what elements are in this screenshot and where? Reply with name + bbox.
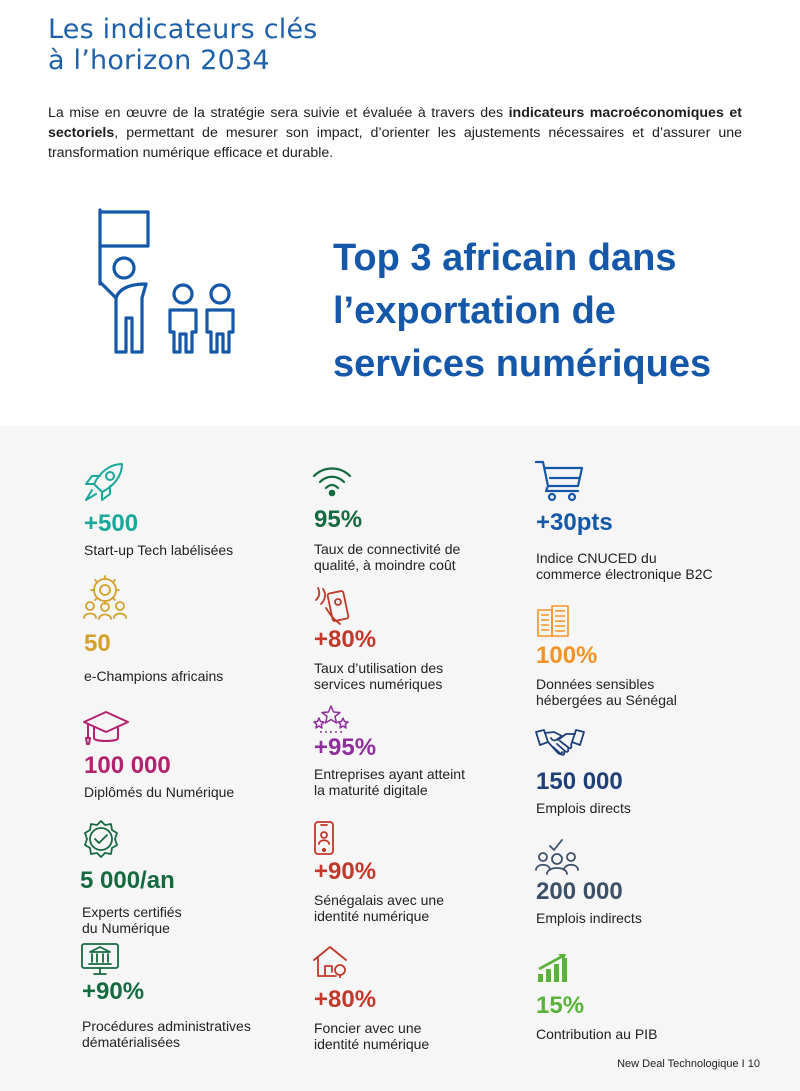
shopping-cart-icon [534, 460, 584, 502]
indicator-label-line: Start-up Tech labélisées [84, 542, 234, 558]
indicator-value: +500 [84, 510, 139, 537]
indicator-label-line: Indice CNUCED du [536, 550, 657, 566]
intro-paragraph: La mise en œuvre de la stratégie sera su… [48, 103, 742, 163]
indicator-label-line: Experts certifiés [82, 904, 182, 920]
indicator-label-line: du Numérique [82, 920, 170, 936]
indicator-sensitive-data: 100% Données sensibles hébergées au Séné… [536, 604, 677, 708]
intro-text-bold: indicateurs macroéconomiques et sectorie… [48, 105, 742, 141]
indicator-certified-experts: 5 000/an Experts certifiés du Numérique [80, 818, 182, 936]
indicator-label-line: e-Champions africains [84, 668, 224, 684]
indicator-digital-services-usage: +80% Taux d’utilisation des services num… [312, 586, 443, 692]
indicator-value: 150 000 [536, 768, 623, 795]
indicator-digital-identity: +90% Sénégalais avec une identité numéri… [312, 820, 444, 924]
indicator-label-line: Contribution au PIB [536, 1026, 658, 1042]
hero-line2: l’exportation de [333, 290, 616, 332]
mobile-id-icon [314, 821, 334, 855]
indicator-label-line: services numériques [314, 676, 443, 692]
people-with-flag-icon [98, 208, 235, 354]
indicator-label-line: Diplômés du Numérique [84, 784, 235, 800]
indicator-land-identity: +80% Foncier avec une identité numérique [312, 944, 429, 1052]
page-title-line2: à l’horizon 2034 [48, 45, 270, 76]
indicator-indirect-jobs: 200 000 Emplois indirects [534, 836, 642, 926]
indicator-label-line: Foncier avec une [314, 1020, 422, 1036]
indicator-label: Start-up Tech labélisées [84, 542, 233, 558]
indicator-label: Foncier avec une identité numérique [314, 1020, 429, 1052]
indicator-label: Experts certifiés du Numérique [82, 904, 182, 936]
e-champions-icon [83, 575, 127, 620]
indicator-label-line: Taux de connectivité de [314, 541, 461, 557]
indicator-label: e-Champions africains [84, 668, 223, 684]
certified-badge-icon [84, 820, 118, 858]
indicator-value: +95% [314, 734, 377, 761]
indicator-label-line: Emplois directs [536, 800, 631, 816]
indicator-connectivity: 95% Taux de connectivité de qualité, à m… [312, 464, 460, 573]
wifi-icon [312, 467, 352, 497]
indicator-label: Emplois directs [536, 800, 631, 816]
indicator-label-line: dématérialisées [82, 1034, 181, 1050]
indicator-graduates: 100 000 Diplômés du Numérique [82, 708, 234, 800]
page-footer: New Deal Technologique I 10 [617, 1058, 760, 1070]
indicator-label: Emplois indirects [536, 910, 642, 926]
indicator-value: 100 000 [84, 752, 171, 779]
graduation-cap-icon [83, 711, 129, 745]
rocket-icon [85, 463, 123, 501]
indicator-value: 95% [314, 506, 363, 533]
indicator-label-line: commerce électronique B2C [536, 566, 713, 582]
indicator-label-line: Emplois indirects [536, 910, 642, 926]
indicator-label-line: identité numérique [314, 908, 430, 924]
indicator-label: Indice CNUCED du commerce électronique B… [536, 550, 713, 582]
intro-text-start: La mise en œuvre de la stratégie sera su… [48, 105, 509, 121]
indicator-label: Procédures administratives dématérialisé… [82, 1018, 251, 1050]
indicator-cnuced-index: +30pts Indice CNUCED du commerce électro… [534, 458, 713, 582]
contactless-phone-icon [315, 587, 350, 625]
indicator-label-line: identité numérique [314, 1036, 430, 1052]
indicator-label: Contribution au PIB [536, 1026, 657, 1042]
indicator-label-line: qualité, à moindre coût [314, 557, 456, 573]
indicator-label: Données sensibles hébergées au Sénégal [536, 676, 677, 708]
indicator-value: +90% [314, 858, 377, 885]
stars-icon [313, 705, 349, 733]
indicator-e-champions: 50 e-Champions africains [82, 574, 223, 684]
indicator-label-line: hébergées au Sénégal [536, 692, 677, 708]
indicator-label: Taux d’utilisation des services numériqu… [314, 660, 443, 692]
land-house-icon [313, 946, 347, 978]
indicator-value: +80% [314, 986, 377, 1013]
page-title: Les indicateurs clés à l’horizon 2034 [48, 14, 318, 76]
indicator-label-line: Taux d’utilisation des [314, 660, 444, 676]
hero-line1: Top 3 africain dans [333, 237, 677, 279]
indicator-value: +30pts [536, 509, 613, 536]
hero-headline: Top 3 africain dans l’exportation de ser… [333, 232, 711, 391]
government-computer-icon [81, 943, 119, 975]
indicator-label-line: la maturité digitale [314, 782, 428, 798]
indicators-panel: +500 Start-up Tech labélisées 50 e-Champ… [0, 426, 800, 1091]
handshake-icon [535, 729, 585, 756]
indicator-label: Entreprises ayant atteint la maturité di… [314, 766, 465, 798]
indicator-startups: +500 Start-up Tech labélisées [82, 460, 233, 558]
indicator-admin-procedures: +90% Procédures administratives dématéri… [80, 938, 251, 1050]
indicator-value: +80% [314, 626, 377, 653]
indicator-value: 50 [84, 630, 111, 657]
indicator-value: +90% [82, 978, 145, 1005]
indicator-gdp-contribution: 15% Contribution au PIB [536, 954, 657, 1042]
indicator-label-line: Données sensibles [536, 676, 655, 692]
growth-chart-icon [538, 954, 567, 982]
indicator-value: 15% [536, 992, 585, 1019]
team-icon [535, 839, 579, 875]
indicator-label: Diplômés du Numérique [84, 784, 234, 800]
indicator-label: Sénégalais avec une identité numérique [314, 892, 444, 924]
hero-line3: services numériques [333, 343, 712, 385]
indicator-label-line: Sénégalais avec une [314, 892, 444, 908]
building-icon [537, 605, 569, 637]
indicator-value: 5 000/an [80, 867, 175, 894]
intro-text-end: , permettant de mesurer son impact, d’or… [48, 125, 742, 161]
indicator-value: 200 000 [536, 878, 623, 905]
indicator-digital-maturity: +95% Entreprises ayant atteint la maturi… [312, 704, 465, 798]
indicator-label: Taux de connectivité de qualité, à moind… [314, 541, 460, 573]
indicator-direct-jobs: 150 000 Emplois directs [534, 726, 631, 816]
indicator-value: 100% [536, 642, 598, 669]
indicator-label-line: Entreprises ayant atteint [314, 766, 465, 782]
page-title-line1: Les indicateurs clés [48, 14, 318, 45]
indicator-label-line: Procédures administratives [82, 1018, 251, 1034]
